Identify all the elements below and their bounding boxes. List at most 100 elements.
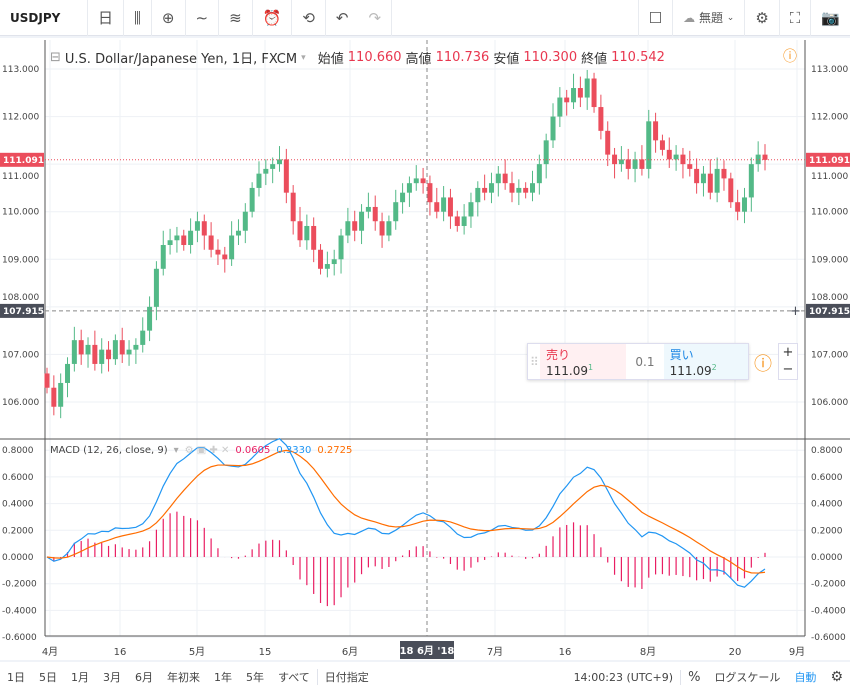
trade-widget: ⠿ 売り 111.091 0.1 買い 111.092 bbox=[527, 343, 749, 380]
candle-body bbox=[99, 349, 105, 364]
log-scale-button[interactable]: ログスケール bbox=[714, 671, 781, 684]
candle-body bbox=[126, 349, 132, 355]
candle-body bbox=[112, 340, 118, 360]
candle-body bbox=[167, 240, 173, 246]
candle-body bbox=[482, 187, 488, 193]
candle-body bbox=[188, 230, 194, 246]
range-4[interactable]: 6月 bbox=[135, 671, 153, 684]
macd-tick-right: -0.6000 bbox=[811, 633, 846, 643]
macd-tick-right: 0.6000 bbox=[811, 473, 843, 483]
range-6[interactable]: 1年 bbox=[214, 671, 232, 684]
range-3[interactable]: 3月 bbox=[103, 671, 121, 684]
candle-body bbox=[413, 178, 419, 184]
candle-body bbox=[653, 121, 659, 141]
candle-body bbox=[618, 159, 624, 165]
candle-body bbox=[379, 221, 385, 236]
candle-body bbox=[58, 382, 64, 407]
candle-body bbox=[51, 387, 57, 407]
candle-body bbox=[687, 164, 693, 169]
replay-icon[interactable]: ⟲ bbox=[292, 0, 326, 36]
low-value: 110.300 bbox=[523, 50, 578, 65]
range-7[interactable]: 5年 bbox=[246, 671, 264, 684]
layout-button[interactable]: ☁ 無題 ⌄ bbox=[673, 0, 746, 36]
percent-button[interactable]: % bbox=[680, 669, 707, 685]
price-tick-left: 107.000 bbox=[2, 350, 39, 360]
candle-body bbox=[318, 249, 324, 269]
warning-icon[interactable]: ⓘ bbox=[783, 49, 797, 65]
price-label: 111.091 bbox=[809, 156, 850, 166]
range-1[interactable]: 5日 bbox=[39, 671, 57, 684]
macd-tick-right: 0.8000 bbox=[811, 446, 843, 456]
interval-button[interactable]: 日 bbox=[88, 0, 125, 36]
gear-icon[interactable]: ⚙ bbox=[745, 0, 780, 36]
candle-body bbox=[222, 254, 228, 260]
square-icon[interactable]: ☐ bbox=[637, 0, 674, 36]
price-tick-right: 111.000 bbox=[811, 172, 848, 182]
indicators-icon[interactable]: ≋ bbox=[219, 0, 253, 36]
price-tick-right: 109.000 bbox=[811, 255, 848, 265]
signal-value: 0.2725 bbox=[317, 445, 353, 456]
gear-icon[interactable]: ⚙ bbox=[830, 669, 843, 685]
info-icon[interactable]: ⓘ bbox=[754, 354, 772, 375]
candle-body bbox=[372, 206, 378, 222]
line-icon[interactable]: ∼ bbox=[186, 0, 220, 36]
auto-scale-button[interactable]: 自動 bbox=[794, 671, 817, 684]
candle-body bbox=[543, 140, 549, 165]
price-chart[interactable]: 113.000 113.000 112.000 112.000 111.000 111.0… bbox=[0, 0, 850, 662]
quantity-stepper[interactable]: + − bbox=[778, 343, 798, 380]
date-range-button[interactable]: 日付指定 bbox=[316, 669, 376, 685]
candle-body bbox=[530, 183, 536, 193]
candle-body bbox=[447, 197, 453, 217]
high-value: 110.736 bbox=[435, 50, 490, 65]
collapse-icon[interactable]: ⊟ bbox=[50, 50, 61, 65]
candle-body bbox=[707, 173, 713, 193]
symbol-button[interactable]: USDJPY bbox=[0, 0, 88, 36]
candle-body bbox=[119, 340, 125, 355]
candle-body bbox=[721, 168, 727, 179]
candle-body bbox=[680, 154, 686, 165]
macd-label: MACD (12, 26, close, 9) bbox=[50, 445, 168, 456]
price-tick-left: 112.000 bbox=[2, 113, 39, 123]
price-label: 111.091 bbox=[3, 156, 44, 166]
range-5[interactable]: 年初来 bbox=[167, 671, 200, 684]
candle-body bbox=[571, 88, 577, 103]
plus-circle-icon[interactable]: ⊕ bbox=[152, 0, 186, 36]
signal-line bbox=[46, 449, 766, 574]
candle-body bbox=[646, 121, 652, 169]
range-0[interactable]: 1日 bbox=[7, 671, 25, 684]
candle-body bbox=[256, 173, 262, 188]
candle-body bbox=[229, 235, 235, 260]
price-label-bg bbox=[806, 152, 850, 167]
candle-body bbox=[454, 216, 460, 226]
macd-settings-icon[interactable]: ⚙ ▣ ✚ ✕ bbox=[184, 445, 230, 456]
candle-body bbox=[194, 221, 200, 231]
drag-handle[interactable]: ⠿ bbox=[530, 354, 539, 369]
undo-icon[interactable]: ↶ bbox=[335, 8, 349, 27]
price-label: 107.915 bbox=[809, 307, 850, 317]
macd-tick-left: 0.8000 bbox=[2, 446, 34, 456]
macd-tick-left: 0.4000 bbox=[2, 500, 34, 510]
sell-button[interactable]: 売り 111.091 bbox=[540, 344, 627, 379]
sell-price: 111.09 bbox=[546, 363, 588, 378]
candle-body bbox=[523, 187, 529, 193]
candles-icon[interactable]: ⫼ bbox=[124, 0, 152, 36]
redo-icon[interactable]: ↷ bbox=[359, 0, 393, 36]
range-2[interactable]: 1月 bbox=[71, 671, 89, 684]
macd-tick-right: 0.0000 bbox=[811, 553, 843, 563]
candle-body bbox=[393, 202, 399, 222]
cloud-icon: ☁ bbox=[683, 10, 696, 25]
price-tick-left: 110.000 bbox=[2, 208, 39, 218]
candle-body bbox=[516, 187, 522, 193]
alert-icon[interactable]: ⏰ bbox=[253, 0, 293, 36]
price-label: 107.915 bbox=[3, 307, 44, 317]
time-label: 16 bbox=[114, 647, 127, 658]
price-label-bg bbox=[0, 152, 44, 167]
fullscreen-icon[interactable]: ⛶ bbox=[780, 0, 812, 36]
camera-icon[interactable]: 📷 bbox=[821, 8, 840, 27]
legend-title: U.S. Dollar/Japanese Yen, 1日, FXCM bbox=[64, 52, 298, 67]
candle-body bbox=[311, 225, 317, 250]
candle-body bbox=[85, 344, 91, 355]
buy-button[interactable]: 買い 111.092 bbox=[663, 344, 748, 379]
candle-body bbox=[639, 159, 645, 169]
range-8[interactable]: すべて bbox=[278, 671, 310, 684]
